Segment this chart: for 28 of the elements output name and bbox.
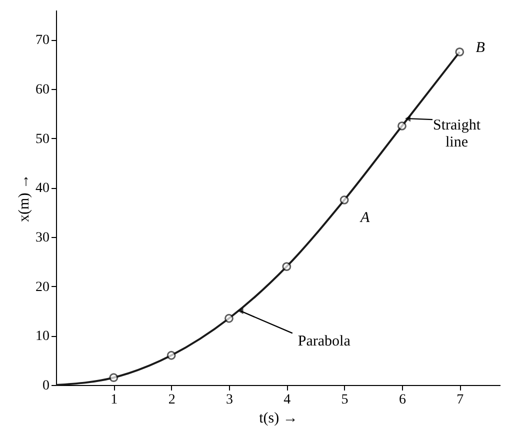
y-tick-label: 10 bbox=[36, 329, 50, 344]
annotation: Parabola bbox=[298, 334, 351, 350]
point bbox=[282, 262, 292, 272]
point bbox=[340, 196, 349, 204]
annotation: Straight line bbox=[433, 117, 482, 150]
y-tick-label: 40 bbox=[36, 181, 50, 196]
y-tick-label: 50 bbox=[36, 132, 50, 147]
point bbox=[166, 350, 176, 360]
x-tick-label: 4 bbox=[284, 392, 291, 408]
point bbox=[109, 373, 118, 382]
point bbox=[224, 314, 234, 323]
x-axis-title: t(s) → bbox=[259, 410, 298, 426]
y-tick-label: 0 bbox=[42, 378, 50, 394]
y-axis-title: x(m) → bbox=[16, 174, 32, 222]
x-tick-label: 2 bbox=[168, 392, 176, 408]
y-tick-label: 60 bbox=[36, 82, 50, 98]
x-tick-label: 7 bbox=[456, 392, 464, 408]
y-tick-label: 30 bbox=[36, 230, 50, 246]
point bbox=[398, 122, 406, 130]
annotation: B bbox=[476, 40, 485, 56]
x-tick-label: 3 bbox=[226, 392, 233, 408]
y-tick-label: 20 bbox=[36, 280, 50, 295]
x-tick-label: 5 bbox=[341, 392, 348, 408]
x-tick-label: 6 bbox=[398, 392, 406, 408]
x-tick-label: 1 bbox=[110, 392, 118, 408]
point bbox=[455, 47, 464, 56]
annotation: A bbox=[359, 210, 370, 226]
y-tick-label: 70 bbox=[36, 33, 50, 48]
